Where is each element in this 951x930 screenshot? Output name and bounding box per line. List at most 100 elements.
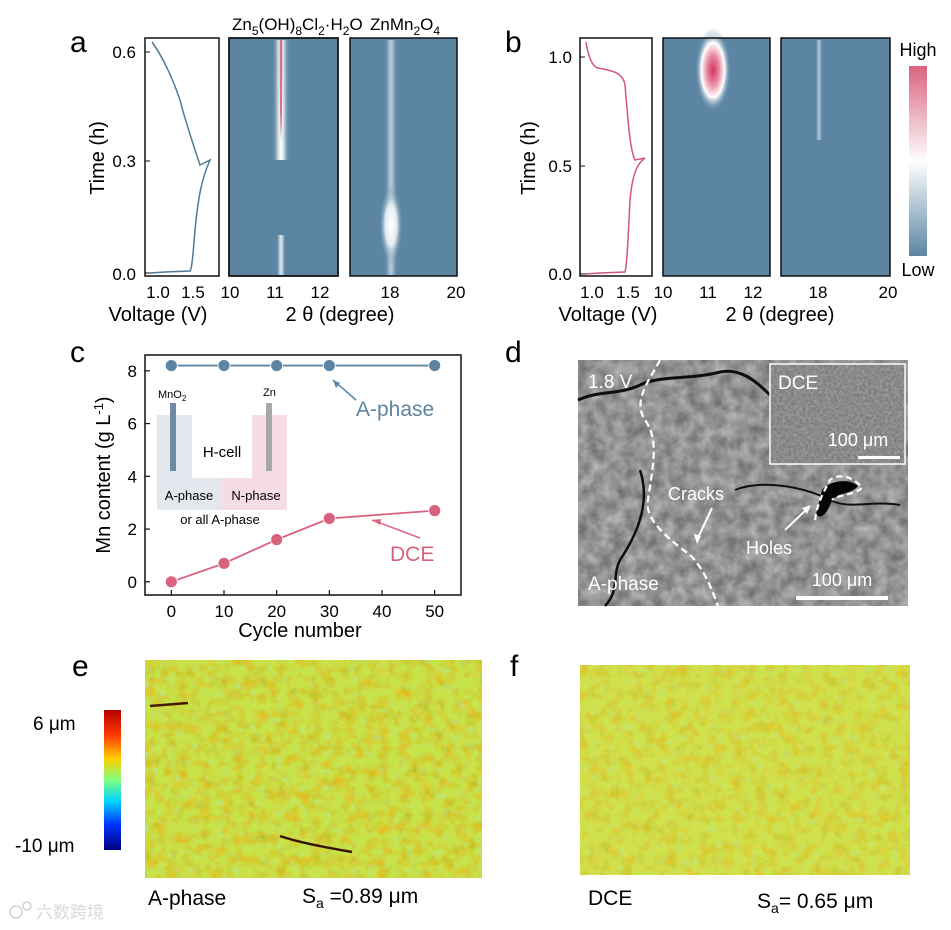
panel-b-heatmap-1-hotspot [695,28,731,112]
panel-a-ytick: 0.0 [112,265,136,284]
panel-a-heatmap-1-pink-streak [279,40,283,140]
sem-phase-label: A-phase [588,574,659,595]
panel-b-ytick: 0.0 [548,265,572,284]
panel-b-heatmap-2-peak [815,40,823,140]
panel-a-ytick: 0.3 [112,152,136,171]
inset-or-all-label: or all A-phase [180,512,260,527]
panel-e-scratch [279,834,353,854]
data-point-dce [217,556,231,570]
panel-label-d: d [505,336,522,369]
panel-e-colorbar [104,710,121,850]
inset-hcell-label: H-cell [203,444,241,461]
panel-e-colorbar-bottom: -10 μm [15,836,75,857]
data-point-dce [428,504,442,518]
panel-b-voltage-curve [584,41,646,275]
panel-c-a-phase-label: A-phase [356,398,434,421]
data-point-a-phase [428,359,442,372]
sem-holes-label: Holes [746,538,792,558]
inset-mno2-electrode [170,403,176,471]
sem-cracks-label: Cracks [668,484,724,504]
x-tick-label: 30 [320,602,339,621]
x-tick-label: 0 [167,602,176,621]
panel-f-surface-cyan [580,665,910,875]
panel-e-colorbar-top: 6 μm [33,714,76,735]
sem-inset-scale-label: 100 μm [828,430,888,450]
sem-cracks-arrow [696,507,713,541]
panel-c-inset-hcell: MnO2 Zn H-cell A-phase N-phase or all A-… [157,387,287,527]
panel-b-ylabel: Time (h) [518,121,540,195]
panel-label-e: e [72,650,89,683]
inset-zn-electrode [266,403,272,471]
panel-b-theta-xlabel: 2 θ (degree) [726,304,835,326]
panel-b-heatmap-2 [781,38,890,276]
panel-a-theta-xtick: 10 [221,283,240,302]
data-point-dce [270,533,284,547]
panel-b-colorbar-high: High [899,40,936,60]
panel-b-voltage-xtick: 1.5 [616,283,640,302]
panel-e: 6 μm -10 μm A-phase Sa =0.89 μm [15,660,482,911]
sem-dashed-crack-trace [639,359,720,607]
panel-d-sem: 1.8 V A-phase Cracks Holes 100 μm DCE 10… [577,359,908,607]
watermark-text: 六数跨境 [36,903,104,922]
panel-b-voltage-frame [579,37,653,277]
data-point-a-phase [217,359,231,372]
data-point-a-phase [322,359,336,372]
panel-a-theta-xticks: 10 11 12 18 20 [221,283,466,302]
panel-c-xlabel: Cycle number [238,620,362,642]
panel-a-heatmap-1-bottom-peak [276,235,286,275]
panel-a-voltage-frame [144,37,220,277]
sem-inset-texture [771,365,904,463]
panel-f-sa: Sa= 0.65 μm [757,890,873,916]
watermark-logo-icon [9,905,23,919]
panel-a-voltage-xlabel: Voltage (V) [109,304,208,326]
x-tick-label: 10 [215,602,234,621]
panel-a-voltage-xtick: 1.5 [181,283,205,302]
panel-a-theta-xlabel: 2 θ (degree) [286,304,395,326]
panel-b-ytick: 1.0 [548,48,572,67]
sem-scale-bar [796,596,888,600]
y-tick-label: 2 [128,520,137,539]
panel-b-theta-xtick: 10 [654,283,673,302]
panel-b-ytick: 0.5 [548,157,572,176]
y-tick-label: 8 [128,362,137,381]
watermark: 六数跨境 [9,901,104,922]
panel-label-f: f [510,650,519,683]
data-point-dce [164,575,178,589]
panel-c-dce-label: DCE [390,543,434,566]
panel-a-heatmap-2-blob [379,185,403,265]
panel-e-surface-cyan [145,660,482,878]
panel-b-voltage-xtick: 1.0 [580,283,604,302]
panel-a-header-znmn2o4: ZnMn2O4 [370,15,440,38]
panel-a-ytick: 0.6 [112,43,136,62]
inset-a-phase-label: A-phase [165,488,213,503]
panel-a: Zn5(OH)8Cl2·H2O ZnMn2O4 Time (h) 0.0 0.3… [87,15,465,326]
y-tick-label: 0 [128,573,137,592]
x-tick-label: 20 [267,602,286,621]
panel-b: Time (h) 0.0 0.5 1.0 1.0 1.5 Voltage (V)… [518,28,937,326]
panel-b-voltage-xlabel: Voltage (V) [559,304,658,326]
panel-a-theta-xtick: 11 [266,283,284,302]
data-point-a-phase [270,359,284,372]
panel-a-voltage-curve [149,41,212,274]
panel-b-voltage-xticks: 1.0 1.5 [580,283,640,302]
data-point-a-phase [164,359,178,372]
panel-a-heatmap-2 [350,38,457,276]
panel-b-colorbar [909,66,927,256]
panel-b-theta-xtick: 20 [879,283,898,302]
panel-b-colorbar-low: Low [901,260,935,280]
x-tick-label: 40 [373,602,392,621]
x-tick-label: 50 [425,602,444,621]
panel-a-voltage-xtick: 1.0 [146,283,170,302]
y-tick-label: 4 [128,467,137,486]
panel-b-theta-xtick: 12 [744,283,763,302]
panel-a-yticks: 0.0 0.3 0.6 [112,43,150,284]
panel-e-scratch [149,701,189,708]
panel-label-c: c [70,336,85,369]
sem-holes-arrow [784,507,809,531]
inset-n-phase-bottom [222,478,287,510]
data-point-dce [322,512,336,525]
panel-c-chart: MnO2 Zn H-cell A-phase N-phase or all A-… [91,354,462,642]
panel-a-theta-xtick: 18 [381,283,400,302]
panel-a-header-zn5oh8cl2: Zn5(OH)8Cl2·H2O [232,15,363,38]
